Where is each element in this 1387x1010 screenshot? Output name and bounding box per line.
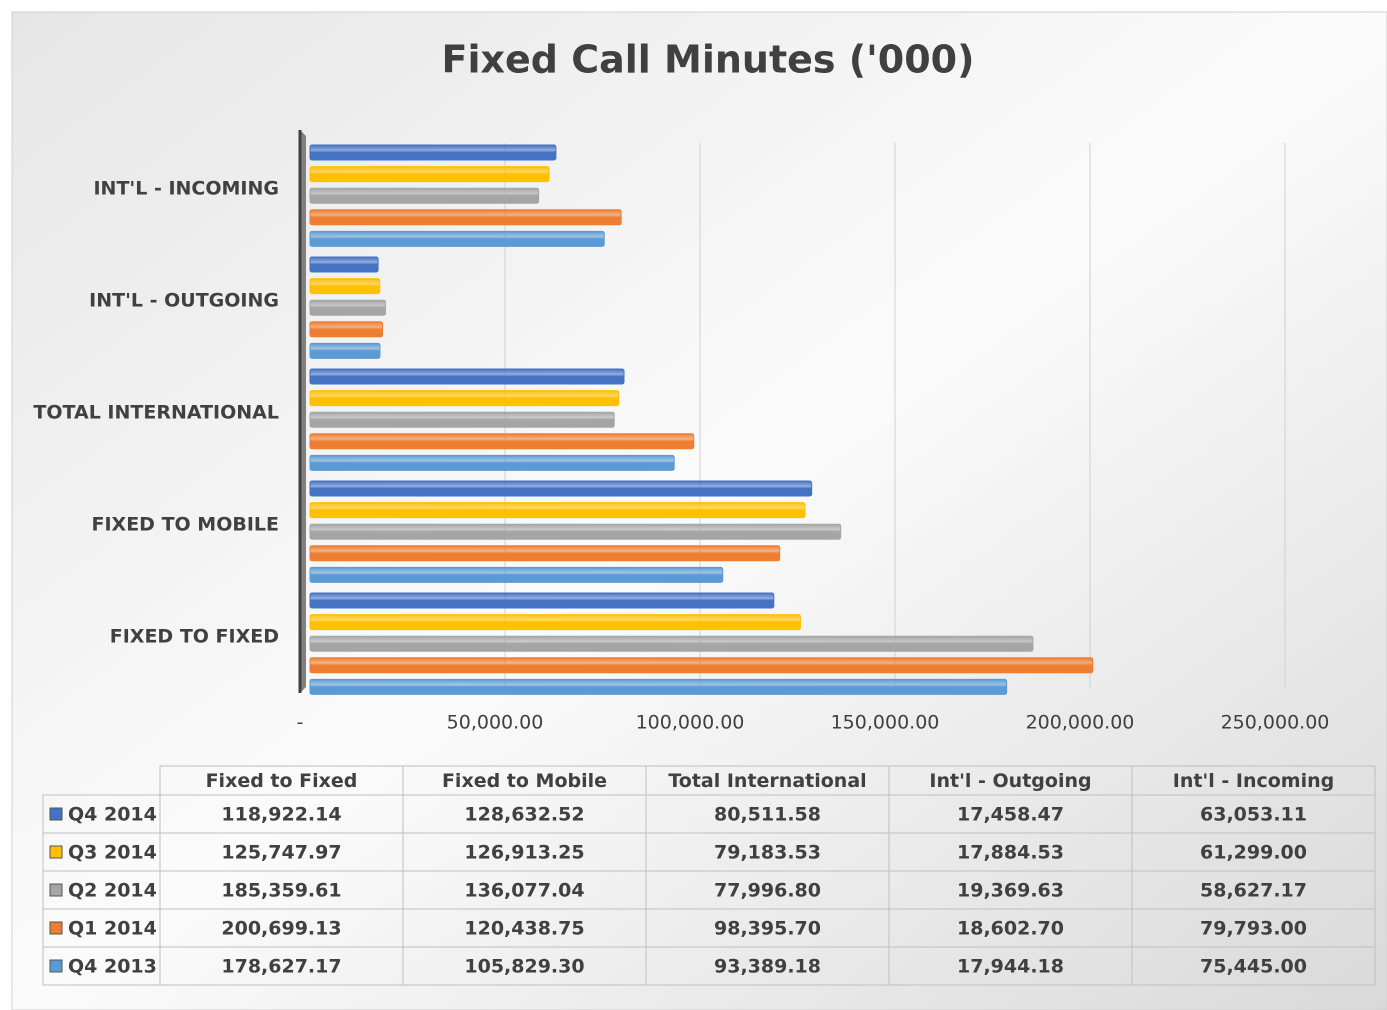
table-cell: 118,922.14	[221, 804, 341, 826]
bar	[309, 614, 801, 631]
y-tick-label: FIXED TO MOBILE	[92, 514, 280, 536]
bar	[309, 187, 540, 204]
bar	[309, 299, 387, 316]
bar	[309, 566, 724, 583]
x-tick-label: 200,000.00	[1026, 712, 1135, 734]
bar	[309, 368, 625, 385]
bar	[309, 411, 615, 428]
bar	[309, 502, 806, 519]
table-cell: 18,602.70	[957, 918, 1064, 940]
x-tick-label: 150,000.00	[831, 712, 940, 734]
legend-swatch	[49, 959, 63, 973]
table-cell: 98,395.70	[714, 918, 821, 940]
bar	[309, 342, 381, 359]
legend-label: Q4 2014	[68, 804, 157, 826]
bar	[309, 523, 842, 540]
legend-label: Q3 2014	[68, 842, 157, 864]
bar	[309, 545, 781, 562]
bar	[309, 166, 550, 183]
x-tick-label: -	[297, 712, 304, 734]
bar	[309, 592, 775, 609]
legend-swatch	[49, 883, 63, 897]
y-tick-label: INT'L - INCOMING	[93, 178, 279, 200]
table-cell: 185,359.61	[221, 880, 341, 902]
x-tick-label: 250,000.00	[1221, 712, 1330, 734]
table-cell: 19,369.63	[957, 880, 1064, 902]
table-cell: 120,438.75	[464, 918, 584, 940]
bar	[309, 678, 1008, 695]
legend-swatch	[49, 807, 63, 821]
table-cell: 126,913.25	[464, 842, 584, 864]
bar	[309, 454, 675, 471]
chart-title: Fixed Call Minutes ('000)	[442, 38, 975, 82]
bar	[309, 230, 605, 247]
y-tick-label: TOTAL INTERNATIONAL	[33, 402, 279, 424]
table-cell: 125,747.97	[221, 842, 341, 864]
bar	[309, 209, 622, 226]
bar	[309, 321, 384, 338]
bar	[309, 278, 381, 295]
legend-swatch	[49, 921, 63, 935]
table-cell: 200,699.13	[221, 918, 341, 940]
y-tick-label: INT'L - OUTGOING	[89, 290, 279, 312]
bar	[309, 433, 695, 450]
table-cell: 178,627.17	[221, 956, 341, 978]
x-tick-label: 100,000.00	[636, 712, 745, 734]
table-column-header: Total International	[668, 770, 866, 792]
table-cell: 105,829.30	[464, 956, 584, 978]
table-cell: 17,458.47	[957, 804, 1064, 826]
bar	[309, 144, 557, 161]
table-cell: 77,996.80	[714, 880, 821, 902]
legend-label: Q1 2014	[68, 918, 157, 940]
table-cell: 75,445.00	[1200, 956, 1307, 978]
table-column-header: Fixed to Mobile	[442, 770, 607, 792]
table-cell: 136,077.04	[464, 880, 584, 902]
x-tick-label: 50,000.00	[447, 712, 544, 734]
bar	[309, 480, 813, 497]
table-cell: 128,632.52	[464, 804, 584, 826]
table-column-header: Int'l - Incoming	[1173, 770, 1334, 792]
table-column-header: Int'l - Outgoing	[929, 770, 1091, 792]
table-cell: 63,053.11	[1200, 804, 1307, 826]
table-cell: 80,511.58	[714, 804, 821, 826]
table-column-header: Fixed to Fixed	[206, 770, 358, 792]
table-cell: 58,627.17	[1200, 880, 1307, 902]
legend-label: Q2 2014	[68, 880, 157, 902]
bar	[309, 657, 1094, 674]
table-cell: 93,389.18	[714, 956, 821, 978]
bar	[309, 256, 379, 273]
legend-swatch	[49, 845, 63, 859]
y-tick-label: FIXED TO FIXED	[110, 626, 279, 648]
table-cell: 17,884.53	[957, 842, 1064, 864]
bar	[309, 390, 620, 407]
bar	[309, 635, 1034, 652]
table-cell: 79,183.53	[714, 842, 821, 864]
table-cell: 17,944.18	[957, 956, 1064, 978]
table-cell: 61,299.00	[1200, 842, 1307, 864]
table-row	[42, 946, 1376, 986]
legend-label: Q4 2013	[68, 956, 157, 978]
table-cell: 79,793.00	[1200, 918, 1307, 940]
